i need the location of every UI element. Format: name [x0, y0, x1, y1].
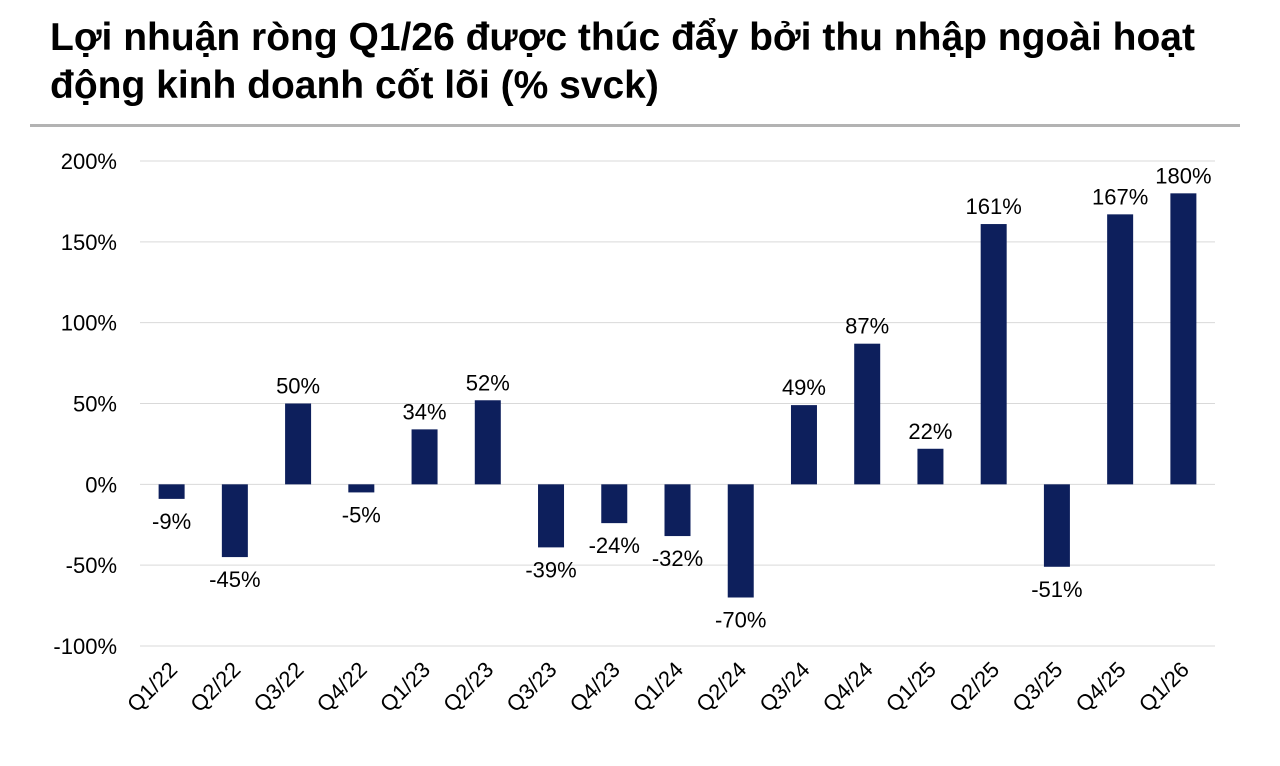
bar-q4-25 — [1107, 214, 1134, 485]
bar-q4-24 — [854, 343, 881, 485]
data-label: 52% — [466, 370, 510, 395]
y-tick-label: -50% — [66, 553, 117, 578]
x-tick-label: Q4/22 — [312, 657, 372, 717]
data-label: -70% — [715, 608, 766, 633]
bar-q2-22 — [221, 484, 248, 558]
bar-q3-23 — [538, 484, 565, 548]
data-label: 22% — [908, 419, 952, 444]
title-divider — [30, 124, 1240, 127]
data-label: 87% — [845, 314, 889, 339]
x-tick-label: Q1/26 — [1134, 657, 1194, 717]
y-axis-ticks: 200% 150% 100% 50% 0% -50% -100% — [53, 149, 117, 659]
y-tick-label: 100% — [61, 311, 117, 336]
data-label: -9% — [152, 509, 191, 534]
x-tick-label: Q3/23 — [502, 657, 562, 717]
bar-q3-25 — [1043, 484, 1070, 567]
data-label: 167% — [1092, 184, 1148, 209]
bar-q1-22 — [158, 484, 185, 499]
x-tick-label: Q1/25 — [881, 657, 941, 717]
bar-q1-23 — [411, 429, 438, 485]
x-tick-label: Q2/24 — [691, 657, 751, 717]
x-tick-label: Q1/24 — [628, 657, 688, 717]
data-labels: -9% -45% 50% -5% 34% 52% -39% -24% -32% -70% 49% 87… — [152, 163, 1211, 632]
bar-q2-23 — [474, 400, 501, 485]
data-label: 34% — [403, 399, 447, 424]
data-label: -5% — [342, 502, 381, 527]
x-tick-label: Q3/25 — [1007, 657, 1067, 717]
x-tick-label: Q4/23 — [565, 657, 625, 717]
bar-q2-25 — [980, 224, 1007, 485]
bar-q4-22 — [348, 484, 375, 493]
x-tick-label: Q3/22 — [249, 657, 309, 717]
x-tick-label: Q3/24 — [754, 657, 814, 717]
x-tick-label: Q4/25 — [1071, 657, 1131, 717]
y-tick-label: -100% — [53, 634, 117, 659]
bar-q3-22 — [285, 403, 312, 485]
bar-q1-25 — [917, 448, 944, 485]
y-tick-label: 200% — [61, 149, 117, 174]
x-axis-ticks: Q1/22 Q2/22 Q3/22 Q4/22 Q1/23 Q2/23 Q3/23 Q4/23… — [122, 657, 1194, 717]
x-tick-label: Q1/23 — [375, 657, 435, 717]
gridlines — [140, 160, 1215, 647]
bar-q4-23 — [601, 484, 628, 524]
bar-q3-24 — [790, 405, 817, 485]
data-label: -51% — [1031, 577, 1082, 602]
y-tick-label: 150% — [61, 230, 117, 255]
bar-q2-24 — [727, 484, 754, 598]
bar-q1-26 — [1170, 193, 1197, 485]
data-label: -32% — [652, 546, 703, 571]
data-label: -45% — [209, 567, 260, 592]
x-tick-label: Q1/22 — [122, 657, 182, 717]
bars — [158, 193, 1197, 598]
data-label: 180% — [1155, 163, 1211, 188]
data-label: 50% — [276, 374, 320, 399]
y-tick-label: 50% — [73, 392, 117, 417]
x-tick-label: Q2/25 — [944, 657, 1004, 717]
chart-title: Lợi nhuận ròng Q1/26 được thúc đẩy bởi t… — [50, 16, 1195, 107]
data-label: -39% — [525, 557, 576, 582]
y-tick-label: 0% — [85, 472, 117, 497]
x-tick-label: Q4/24 — [818, 657, 878, 717]
data-label: 49% — [782, 375, 826, 400]
x-tick-label: Q2/23 — [438, 657, 498, 717]
x-tick-label: Q2/22 — [185, 657, 245, 717]
bar-q1-24 — [664, 484, 691, 537]
data-label: 161% — [966, 194, 1022, 219]
data-label: -24% — [589, 533, 640, 558]
